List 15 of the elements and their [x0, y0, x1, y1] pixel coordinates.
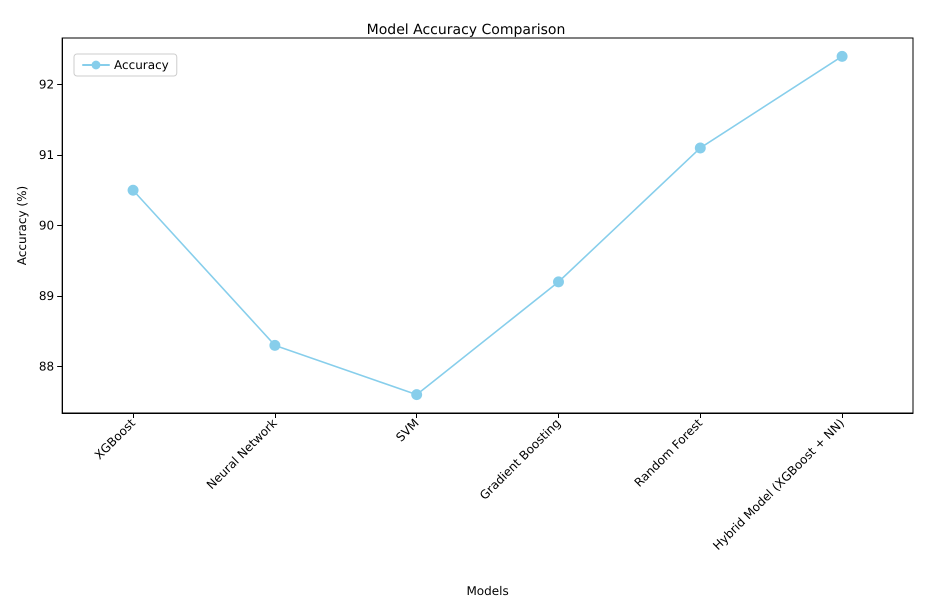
- y-tick-label: 89: [38, 288, 54, 303]
- point: [269, 340, 280, 351]
- chart-title: Model Accuracy Comparison: [366, 22, 566, 38]
- point: [411, 389, 422, 400]
- x-axis-title: Models: [466, 584, 509, 598]
- y-tick-label: 88: [38, 359, 54, 374]
- y-tick-label: 92: [38, 78, 54, 92]
- legend-label: Accuracy: [114, 58, 169, 72]
- point: [836, 50, 848, 62]
- point: [694, 142, 706, 154]
- y-tick-label: 90: [38, 218, 54, 232]
- point: [128, 184, 139, 196]
- y-tick-label: 91: [38, 148, 54, 162]
- y-axis-title: Accuracy (%): [15, 186, 29, 266]
- point: [553, 276, 564, 288]
